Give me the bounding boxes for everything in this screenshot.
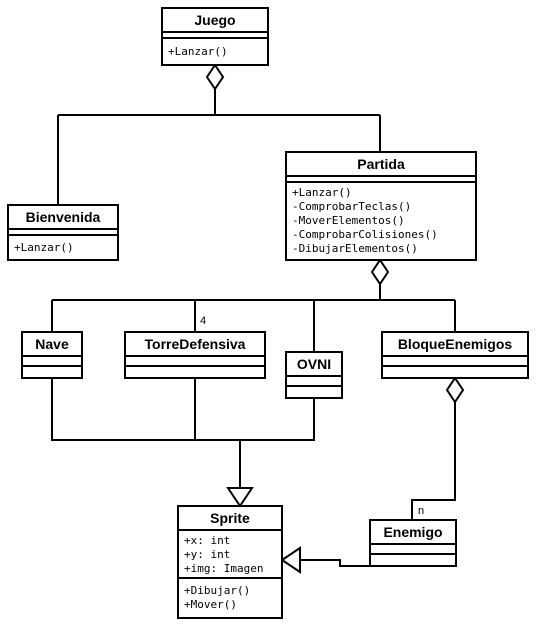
svg-text:Juego: Juego [194,12,235,28]
svg-text:+Lanzar(): +Lanzar() [168,45,228,58]
svg-text:Partida: Partida [357,156,405,172]
svg-text:Bienvenida: Bienvenida [26,209,101,225]
svg-text:-ComprobarColisiones(): -ComprobarColisiones() [292,228,438,241]
svg-text:+x: int: +x: int [184,534,230,547]
uml-diagram: 4 n Juego +Lanzar() Bienvenida +Lanzar()… [0,0,536,635]
aggregation-diamond-bloque [447,378,463,402]
svg-text:+Mover(): +Mover() [184,598,237,611]
svg-text:-MoverElementos(): -MoverElementos() [292,214,405,227]
aggregation-diamond-juego [207,65,223,89]
svg-text:TorreDefensiva: TorreDefensiva [145,336,246,352]
svg-text:+img: Imagen: +img: Imagen [184,562,263,575]
class-juego: Juego +Lanzar() [162,8,268,65]
edge-ovni-sprite [240,398,314,440]
edge-bloque-enemigo [412,402,455,520]
aggregation-diamond-partida [372,260,388,284]
edge-nave-sprite [52,378,240,440]
svg-text:+Lanzar(): +Lanzar() [14,241,74,254]
svg-text:-DibujarElementos(): -DibujarElementos() [292,242,418,255]
class-partida: Partida +Lanzar() -ComprobarTeclas() -Mo… [286,152,476,260]
svg-text:Enemigo: Enemigo [383,524,442,540]
class-sprite: Sprite +x: int +y: int +img: Imagen +Dib… [178,506,282,618]
class-enemigo: Enemigo [370,520,456,566]
multiplicity-enemigo: n [418,505,424,517]
class-bienvenida: Bienvenida +Lanzar() [8,205,118,260]
svg-text:Sprite: Sprite [210,510,250,526]
svg-text:OVNI: OVNI [297,356,331,372]
class-ovni: OVNI [286,352,342,398]
svg-text:+Lanzar(): +Lanzar() [292,186,352,199]
class-torredefensiva: TorreDefensiva [125,332,265,378]
class-nave: Nave [22,332,82,378]
svg-text:BloqueEnemigos: BloqueEnemigos [398,336,513,352]
multiplicity-torre: 4 [200,315,206,327]
svg-text:+Dibujar(): +Dibujar() [184,584,250,597]
svg-text:Nave: Nave [35,336,69,352]
svg-text:+y: int: +y: int [184,548,230,561]
generalization-arrow-enemigo [282,548,300,572]
svg-text:-ComprobarTeclas(): -ComprobarTeclas() [292,200,411,213]
generalization-arrow-sprite [228,488,252,506]
class-bloqueenemigos: BloqueEnemigos [382,332,528,378]
